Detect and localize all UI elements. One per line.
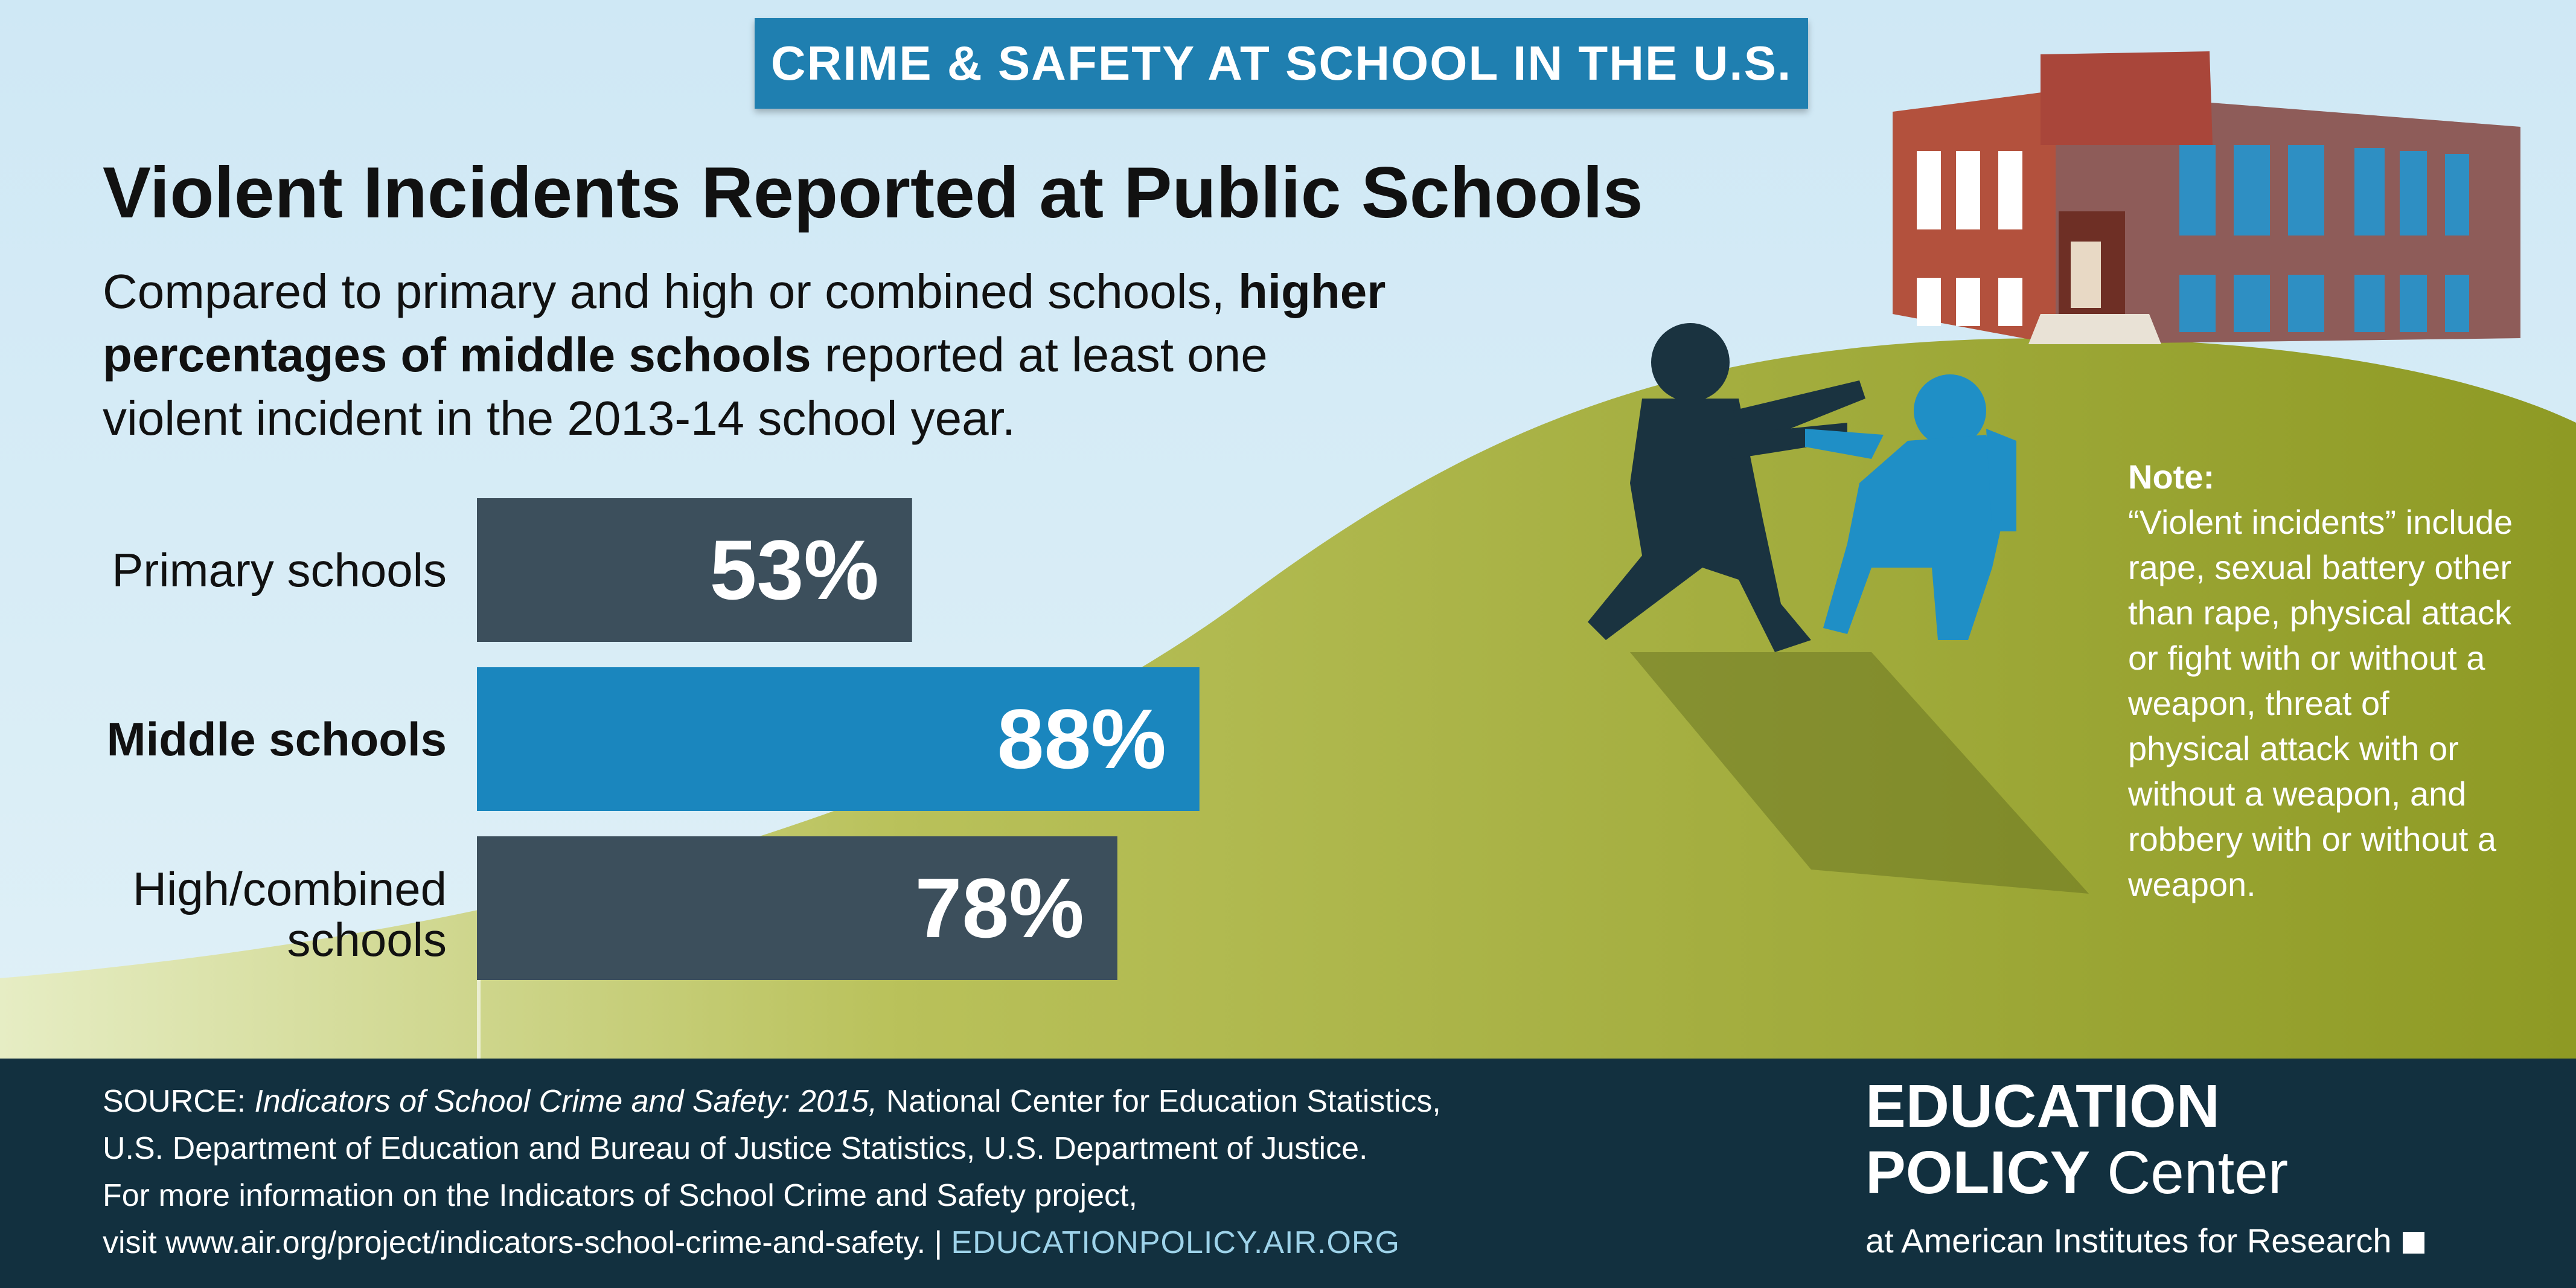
note-text: “Violent incidents” include rape, sexual… [2128, 503, 2513, 903]
source-line-1-rest: National Center for Education Statistics… [886, 1084, 1441, 1119]
subtitle-part-2: reported at least one violent incident i… [103, 328, 1268, 445]
source-publication: Indicators of School Crime and Safety: 2… [254, 1084, 878, 1119]
logo-center: Center [2107, 1139, 2289, 1206]
logo-policy: POLICY [1865, 1139, 2091, 1206]
source-separator: | [934, 1225, 943, 1260]
category-label-1: Middle schools [107, 714, 447, 764]
topic-banner: CRIME & SAFETY AT SCHOOL IN THE U.S. [755, 18, 1808, 109]
category-label-0: Primary schools [112, 545, 447, 595]
logo-tagline-text: at American Institutes for Research [1865, 1222, 2392, 1260]
source-line-1: SOURCE: Indicators of School Crime and S… [103, 1078, 1853, 1125]
figure-shadows [1630, 652, 2089, 894]
logo-policy-center: POLICY Center [1865, 1141, 2288, 1205]
source-line-3: For more information on the Indicators o… [103, 1178, 1137, 1213]
category-label-2-line-1: schools [287, 913, 447, 966]
logo-square-icon [2402, 1232, 2424, 1254]
subtitle-emphasis: higher percentages of middle schools [103, 264, 1386, 382]
note-box: Note: “Violent incidents” include rape, … [2128, 454, 2514, 907]
blue-figure-silhouette [1805, 374, 2016, 640]
category-label-2-line-0: High/combined [132, 862, 447, 915]
category-label-0-line-0: Primary schools [112, 543, 447, 597]
source-line-4: visit www.air.org/project/indicators-sch… [103, 1219, 1853, 1266]
category-label-2: High/combined schools [133, 863, 447, 965]
note-title: Note: [2128, 458, 2215, 496]
site-link[interactable]: EDUCATIONPOLICY.AIR.ORG [951, 1225, 1400, 1260]
footer-bar [0, 1059, 2576, 1288]
schoolhouse-illustration [1893, 51, 2520, 344]
category-label-1-line-0: Middle schools [106, 713, 447, 766]
source-line-2: U.S. Department of Education and Bureau … [103, 1131, 1368, 1166]
logo-education: EDUCATION [1865, 1072, 2220, 1140]
source-label: SOURCE: [103, 1084, 246, 1119]
chart-subtitle: Compared to primary and high or combined… [103, 260, 1401, 450]
source-project-url[interactable]: visit www.air.org/project/indicators-sch… [103, 1225, 926, 1260]
chart-title: Violent Incidents Reported at Public Sch… [103, 152, 1643, 233]
subtitle-part-1: Compared to primary and high or combined… [103, 264, 1225, 318]
logo-tagline: at American Institutes for Research [1865, 1220, 2424, 1262]
source-citation: SOURCE: Indicators of School Crime and S… [103, 1078, 1853, 1266]
